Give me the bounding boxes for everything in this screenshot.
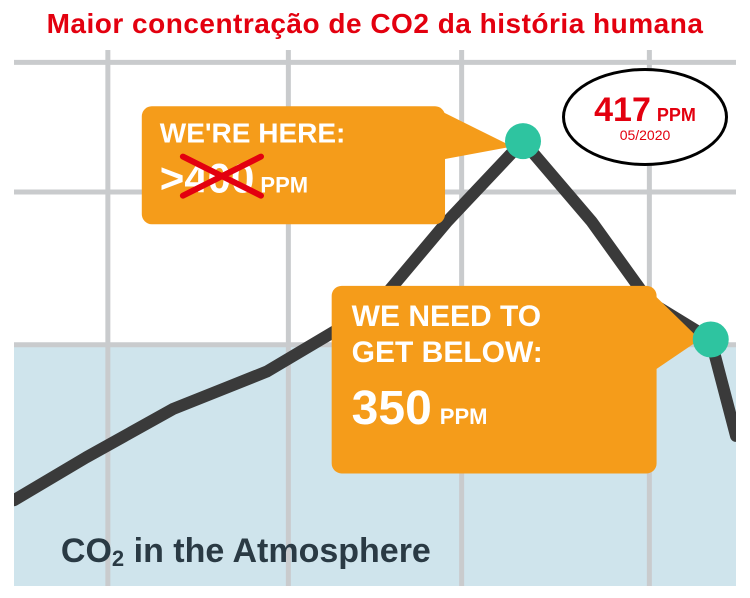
- page-title: Maior concentração de CO2 da história hu…: [0, 8, 750, 40]
- bubble-need-line1: WE NEED TO: [352, 300, 541, 333]
- current-ppm-value: 417: [594, 93, 651, 127]
- bubble-here-line1: WE'RE HERE:: [160, 117, 346, 148]
- chart-marker-0: [505, 123, 541, 159]
- current-ppm-date: 05/2020: [620, 127, 671, 143]
- chart-marker-1: [693, 321, 729, 357]
- current-ppm-unit: PPM: [657, 106, 696, 124]
- bubble-need-line2: GET BELOW:: [352, 336, 543, 369]
- current-ppm-badge: 417 PPM 05/2020: [562, 68, 728, 166]
